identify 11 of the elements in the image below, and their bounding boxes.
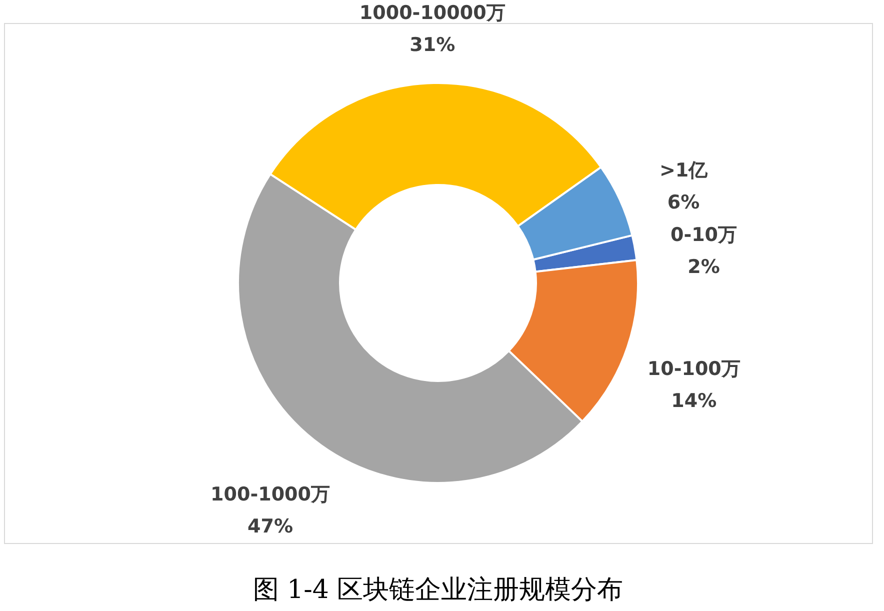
text: 图 1-4 区块链企业注册规模分布 xyxy=(252,575,624,605)
data-label: 31% xyxy=(410,34,456,56)
slice-label: 100-1000万 xyxy=(210,484,330,506)
data-label: 14% xyxy=(671,390,717,412)
data-label: 6% xyxy=(667,192,700,214)
slice-label: 10-100万 xyxy=(647,358,740,380)
data-label: 47% xyxy=(248,516,294,538)
slice-label: 0-10万 xyxy=(670,224,738,246)
slice-label: >1亿 xyxy=(659,160,709,182)
data-label: 2% xyxy=(688,256,720,278)
slice-label: 1000-10000万 xyxy=(359,2,506,24)
